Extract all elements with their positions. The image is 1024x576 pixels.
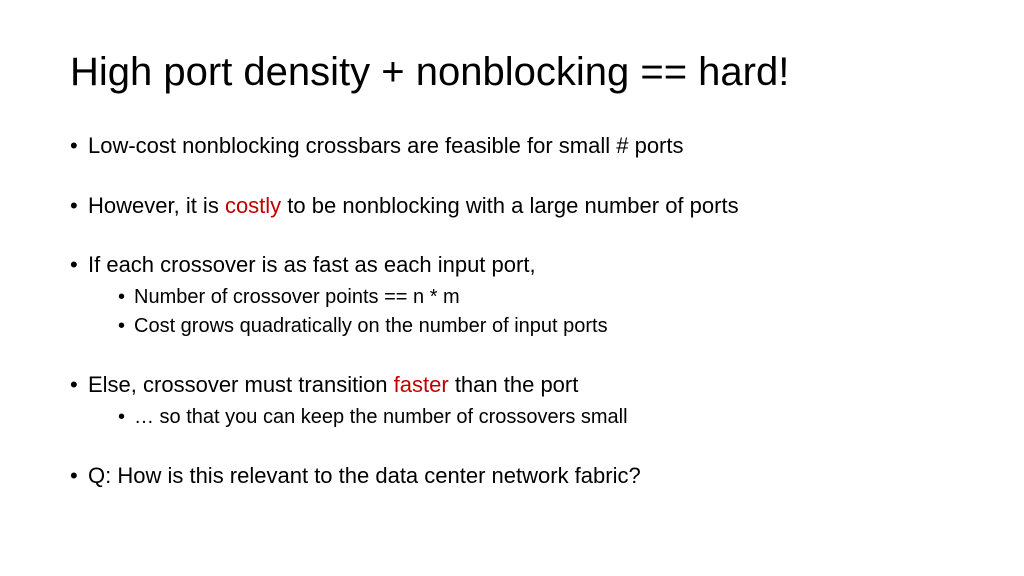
bullet-text-post: to be nonblocking with a large number of…: [281, 193, 738, 218]
sub-bullet-item: Cost grows quadratically on the number o…: [118, 313, 954, 340]
sub-bullet-item: … so that you can keep the number of cro…: [118, 404, 954, 431]
sub-bullet-text: Cost grows quadratically on the number o…: [134, 315, 608, 337]
bullet-list: Low-cost nonblocking crossbars are feasi…: [70, 131, 954, 490]
sub-bullet-list: … so that you can keep the number of cro…: [88, 404, 954, 431]
sub-bullet-text: Number of crossover points == n * m: [134, 286, 460, 308]
sub-bullet-list: Number of crossover points == n * m Cost…: [88, 284, 954, 340]
bullet-text: Q: How is this relevant to the data cent…: [88, 463, 641, 488]
bullet-text: Low-cost nonblocking crossbars are feasi…: [88, 133, 684, 158]
bullet-item: Q: How is this relevant to the data cent…: [70, 461, 954, 491]
bullet-text-pre: Else, crossover must transition: [88, 372, 394, 397]
bullet-text-pre: However, it is: [88, 193, 225, 218]
bullet-text: If each crossover is as fast as each inp…: [88, 252, 536, 277]
highlight-word: faster: [394, 372, 449, 397]
slide: High port density + nonblocking == hard!…: [0, 0, 1024, 576]
bullet-item: However, it is costly to be nonblocking …: [70, 191, 954, 221]
bullet-item: Else, crossover must transition faster t…: [70, 370, 954, 431]
bullet-item: Low-cost nonblocking crossbars are feasi…: [70, 131, 954, 161]
bullet-text-post: than the port: [449, 372, 579, 397]
slide-title: High port density + nonblocking == hard!: [70, 50, 954, 95]
bullet-item: If each crossover is as fast as each inp…: [70, 250, 954, 340]
sub-bullet-item: Number of crossover points == n * m: [118, 284, 954, 311]
highlight-word: costly: [225, 193, 281, 218]
sub-bullet-text: … so that you can keep the number of cro…: [134, 406, 628, 428]
